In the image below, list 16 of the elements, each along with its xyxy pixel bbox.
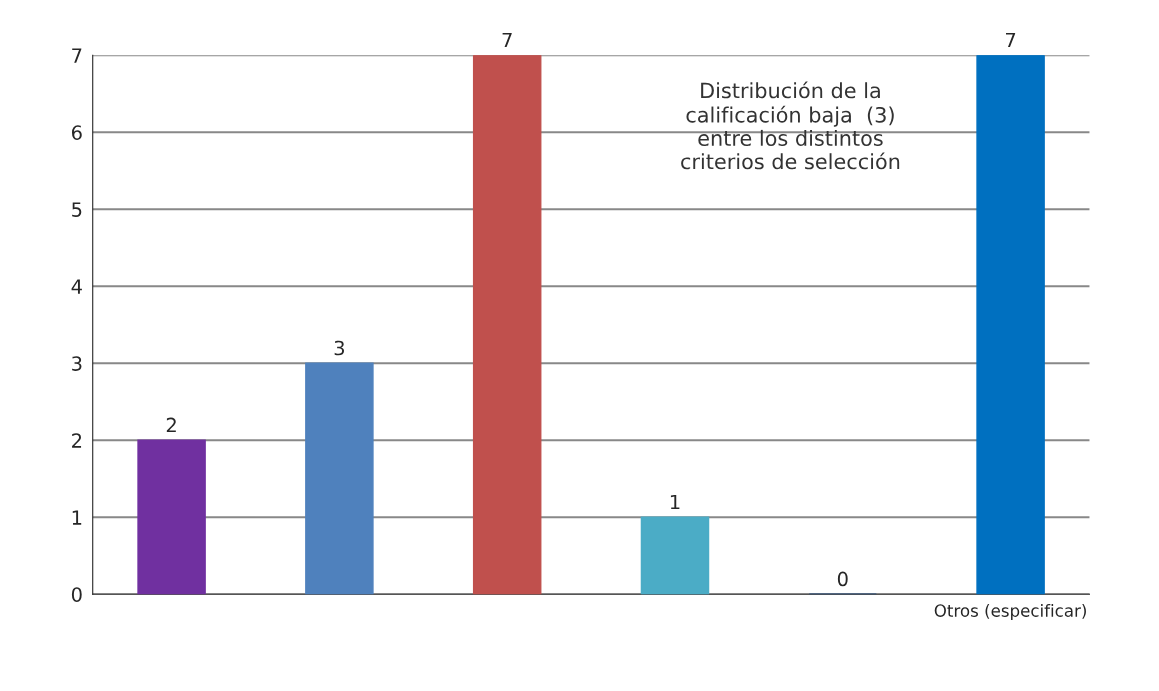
data-label: 7 <box>1006 32 1016 48</box>
data-label: 7 <box>502 32 512 48</box>
y-tick-label: 7 <box>72 48 82 63</box>
y-tick-label: 6 <box>71 125 82 140</box>
text: Distribución de la calificación baja (3) entre los distintos criterios de selección <box>681 81 900 170</box>
y-tick-label: 5 <box>72 202 82 217</box>
y-tick-label: 0 <box>71 587 82 602</box>
y-tick-label: 1 <box>72 510 82 525</box>
data-label: 3 <box>334 340 345 356</box>
data-label: 2 <box>166 417 176 433</box>
y-tick-label: 4 <box>71 279 82 294</box>
data-label: 1 <box>670 494 680 510</box>
x-tick-label: Otros (especificar) <box>934 603 1086 621</box>
y-tick-label: 3 <box>72 356 82 371</box>
data-label: 0 <box>837 571 848 587</box>
y-tick-label: 2 <box>72 433 82 448</box>
